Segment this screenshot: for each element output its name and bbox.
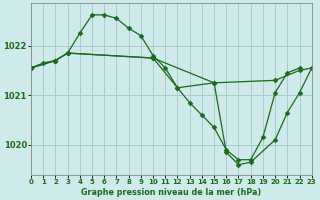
X-axis label: Graphe pression niveau de la mer (hPa): Graphe pression niveau de la mer (hPa): [81, 188, 261, 197]
